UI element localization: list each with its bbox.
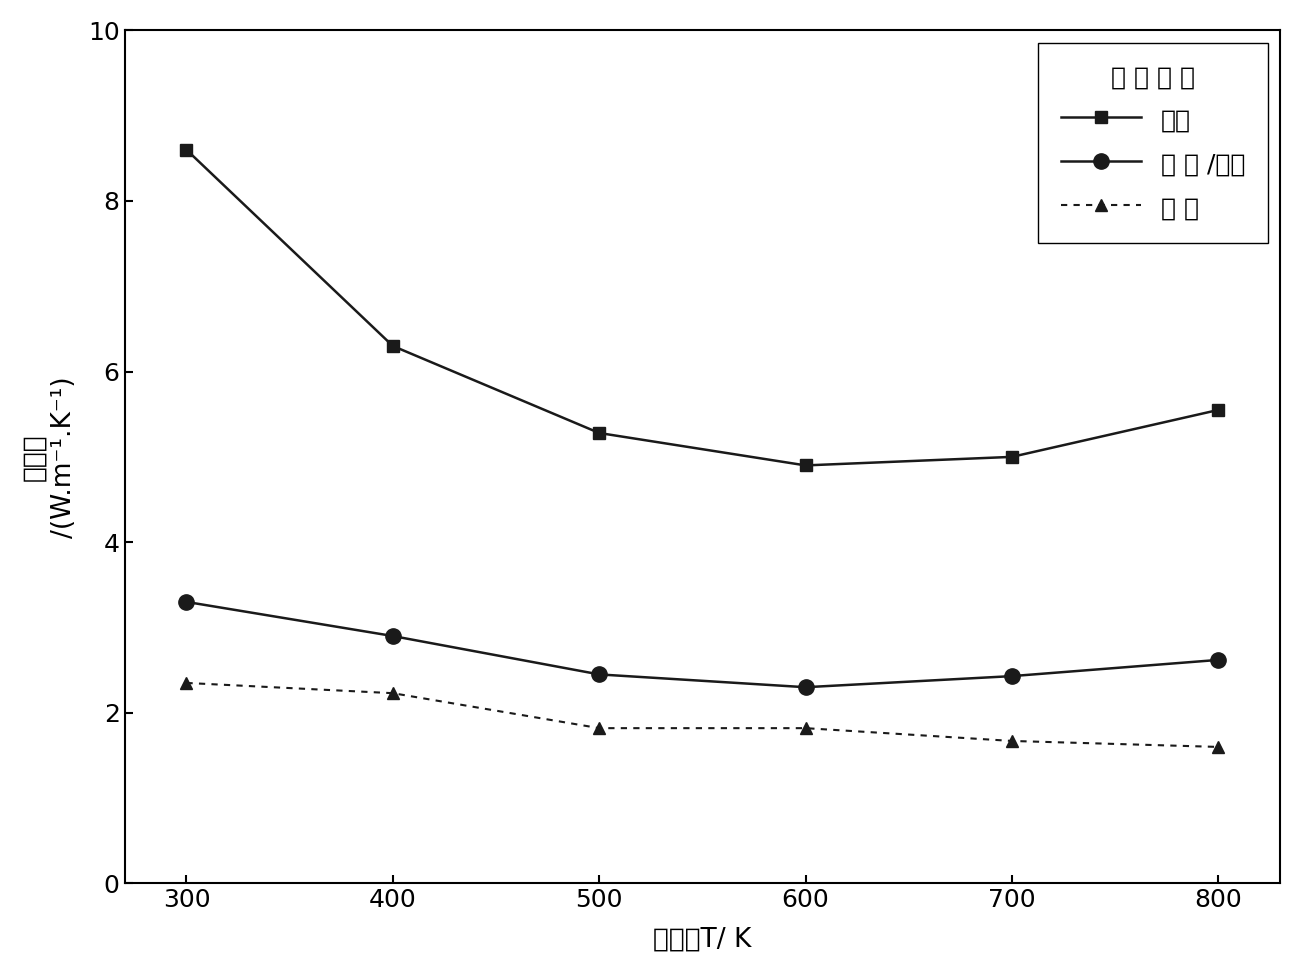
- Y-axis label: 热导率
/(W.m⁻¹.K⁻¹): 热导率 /(W.m⁻¹.K⁻¹): [21, 376, 77, 538]
- 微米: [798, 459, 813, 471]
- Line: 纳 米: 纳 米: [181, 676, 1224, 753]
- 微米: [385, 341, 401, 352]
- Line: 微米: 微米: [181, 143, 1224, 472]
- 纳 米: [1004, 736, 1020, 747]
- 纳 米: [592, 722, 608, 734]
- 纳 米: [385, 687, 401, 699]
- 微米: [1004, 451, 1020, 463]
- 纳 米 /微米: [385, 631, 401, 642]
- 纳 米 /微米: [1004, 670, 1020, 682]
- Legend: 微米, 纳 米 /微米, 纳 米: 微米, 纳 米 /微米, 纳 米: [1038, 43, 1267, 243]
- 纳 米 /微米: [592, 668, 608, 680]
- 纳 米 /微米: [1210, 654, 1226, 666]
- 微米: [178, 144, 194, 156]
- Line: 纳 米 /微米: 纳 米 /微米: [178, 595, 1226, 695]
- 纳 米: [1210, 741, 1226, 753]
- X-axis label: 温度，T/ K: 温度，T/ K: [653, 926, 752, 953]
- 微米: [592, 427, 608, 439]
- 纳 米: [798, 722, 813, 734]
- 纳 米: [178, 677, 194, 689]
- 微米: [1210, 404, 1226, 415]
- 纳 米 /微米: [178, 596, 194, 608]
- 纳 米 /微米: [798, 681, 813, 693]
